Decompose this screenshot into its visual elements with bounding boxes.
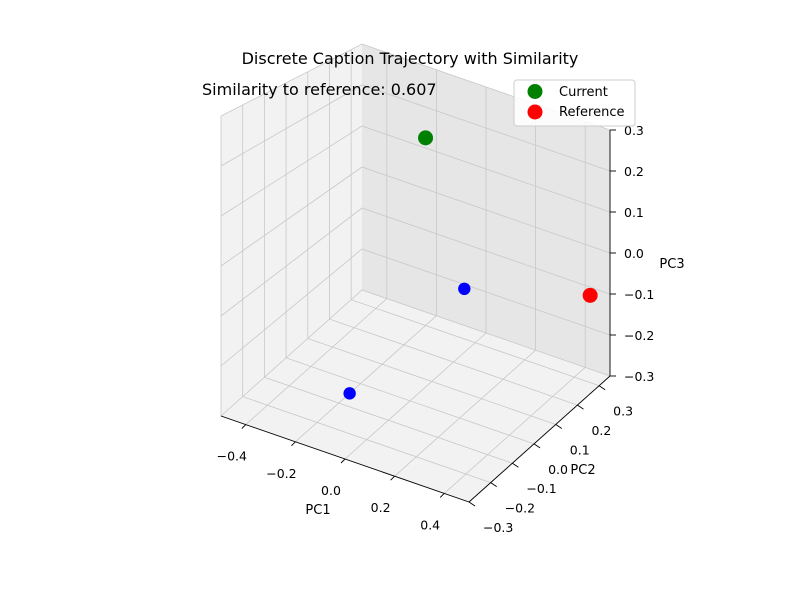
x-tick-label: 0.0 bbox=[321, 483, 341, 498]
y-tick-label: 0.3 bbox=[613, 404, 633, 419]
x-axis-label: PC1 bbox=[305, 503, 330, 518]
legend-label-reference: Reference bbox=[559, 105, 624, 120]
y-tick-mark bbox=[577, 404, 584, 410]
legend-marker-reference bbox=[527, 104, 543, 120]
y-tick-label: −0.3 bbox=[483, 520, 513, 535]
y-axis-label: PC2 bbox=[570, 463, 595, 478]
z-tick-label: −0.1 bbox=[624, 287, 654, 302]
x-tick-label: 0.4 bbox=[420, 517, 440, 532]
grid-line-z bbox=[220, 125, 611, 217]
legend-label-current: Current bbox=[559, 85, 608, 100]
x-tick-label: −0.2 bbox=[266, 466, 296, 481]
x-tick-mark bbox=[390, 475, 395, 481]
y-tick-label: −0.2 bbox=[505, 501, 535, 516]
z-axis-label: PC3 bbox=[659, 257, 684, 272]
y-tick-label: 0.2 bbox=[591, 423, 611, 438]
grid-line-z bbox=[220, 289, 611, 417]
y-tick-mark bbox=[512, 462, 519, 468]
current-point bbox=[418, 130, 434, 146]
y-tick-label: 0.0 bbox=[548, 462, 568, 477]
grid-line-z bbox=[220, 248, 611, 367]
y-tick-mark bbox=[598, 385, 606, 391]
chart-title: Discrete Caption Trajectory with Similar… bbox=[242, 49, 579, 68]
pane-left bbox=[221, 44, 362, 416]
z-tick-label: 0.2 bbox=[624, 164, 644, 179]
z-tick-label: 0.3 bbox=[624, 123, 644, 138]
legend-frame bbox=[513, 79, 636, 127]
reference-point bbox=[582, 287, 598, 303]
y-tick-label: −0.1 bbox=[526, 481, 556, 496]
legend-marker-current bbox=[527, 84, 543, 99]
y-tick-label: 0.1 bbox=[570, 442, 590, 457]
grid-line-z bbox=[220, 207, 611, 317]
y-tick-mark bbox=[468, 501, 476, 507]
x-tick-mark bbox=[340, 458, 346, 464]
data-points bbox=[343, 130, 598, 400]
y-axis-line bbox=[468, 375, 611, 503]
y-tick-mark bbox=[533, 443, 541, 449]
x-tick-mark bbox=[439, 493, 445, 498]
x-tick-label: −0.4 bbox=[217, 449, 247, 464]
x-tick-label: 0.2 bbox=[371, 500, 391, 515]
grid-line-z bbox=[220, 84, 611, 172]
trajectory-point bbox=[343, 387, 356, 400]
tick-marks: −0.4−0.20.00.20.4 −0.3−0.2−0.10.00.10.20.… bbox=[217, 123, 655, 535]
z-tick-label: 0.1 bbox=[624, 205, 644, 220]
legend: Current Reference bbox=[513, 79, 636, 127]
x-tick-mark bbox=[241, 424, 247, 429]
y-tick-mark bbox=[555, 424, 563, 429]
similarity-annotation: Similarity to reference: 0.607 bbox=[202, 80, 437, 99]
y-tick-mark bbox=[490, 482, 497, 487]
z-tick-label: 0.0 bbox=[624, 246, 644, 261]
z-tick-label: −0.3 bbox=[624, 369, 654, 384]
grid-line-z bbox=[220, 166, 611, 267]
trajectory-point bbox=[458, 282, 471, 296]
z-tick-label: −0.2 bbox=[624, 328, 654, 343]
x-tick-mark bbox=[291, 441, 296, 447]
